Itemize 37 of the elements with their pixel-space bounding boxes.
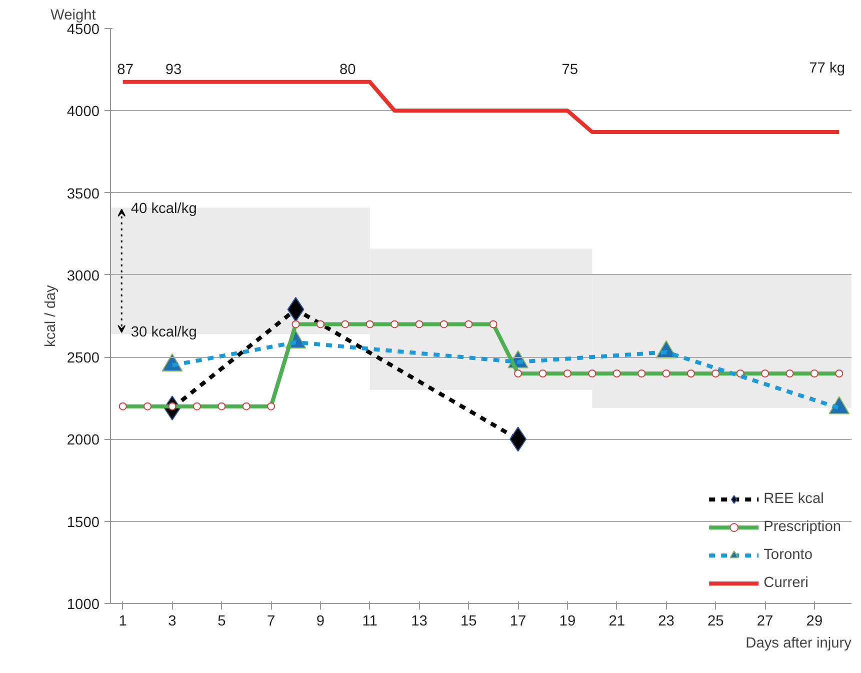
y-tick-label: 1000 [66, 597, 100, 613]
x-tick-label: 13 [411, 614, 428, 630]
y-axis-title: kcal / day [42, 284, 59, 347]
annotation: 77 kg [809, 60, 845, 76]
legend-label: Curreri [764, 575, 808, 591]
x-tick-label: 27 [756, 614, 774, 630]
annotation: 80 [339, 62, 356, 78]
y-tick-label: 2000 [66, 432, 100, 449]
y-tick-label: 2500 [66, 350, 100, 367]
x-tick-label: 17 [510, 614, 526, 630]
text: Weight [50, 8, 96, 24]
legend-label: Prescription [764, 519, 841, 535]
legend-label: Toronto [764, 547, 812, 563]
x-tick-label: 11 [362, 614, 378, 630]
y-tick-label: 4500 [66, 22, 100, 38]
x-tick-label: 21 [608, 614, 626, 630]
x-tick-label: 15 [460, 614, 477, 630]
annotation: 93 [165, 62, 182, 78]
x-tick-label: 7 [266, 614, 276, 630]
annotation: 87 [117, 62, 134, 78]
annotation: 40 kcal/kg [130, 201, 197, 218]
y-tick-label: 3500 [66, 186, 100, 202]
x-tick-label: 29 [806, 614, 823, 630]
x-tick-label: 1 [118, 614, 127, 630]
y-tick-label: 1500 [66, 514, 100, 531]
x-tick-label: 3 [168, 614, 176, 630]
x-tick-label: 5 [218, 614, 226, 630]
y-tick-label: 3000 [66, 268, 100, 284]
legend-label: REE kcal [764, 491, 824, 507]
annotation: 75 [562, 62, 578, 78]
x-tick-label: 25 [708, 614, 724, 630]
x-axis-title: Days after injury [746, 636, 852, 652]
x-tick-label: 19 [559, 614, 576, 630]
x-tick-label: 9 [316, 614, 325, 630]
y-tick-label: 4000 [66, 104, 100, 120]
x-tick-label: 23 [658, 614, 674, 630]
annotation: 30 kcal/kg [130, 324, 197, 340]
